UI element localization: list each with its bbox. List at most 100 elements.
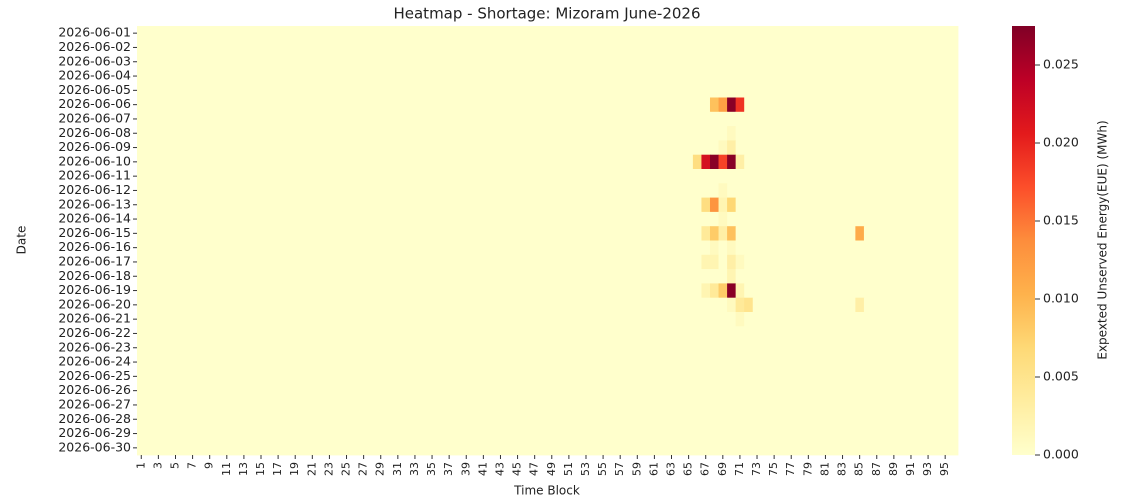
- heatmap-cell: [521, 197, 531, 213]
- heatmap-cell: [444, 83, 454, 98]
- heatmap-cell: [556, 397, 566, 413]
- heatmap-cell: [513, 54, 523, 70]
- heatmap-cell: [573, 240, 583, 256]
- heatmap-cell: [359, 240, 369, 256]
- heatmap-cell: [325, 111, 335, 127]
- heatmap-cell: [761, 83, 771, 98]
- heatmap-cell: [581, 97, 591, 113]
- heatmap-cell: [171, 440, 181, 456]
- heatmap-cell: [427, 412, 437, 427]
- heatmap-cell: [256, 183, 266, 198]
- heatmap-cell: [932, 326, 942, 341]
- heatmap-cell: [932, 240, 942, 256]
- heatmap-cell: [239, 426, 249, 442]
- heatmap-cell: [419, 183, 429, 198]
- heatmap-cell: [846, 340, 856, 356]
- heatmap-cell: [701, 154, 711, 170]
- heatmap-cell: [325, 169, 335, 184]
- heatmap-cell: [333, 54, 343, 70]
- heatmap-cell: [709, 126, 719, 141]
- x-tick-label: 45: [511, 462, 524, 476]
- heatmap-cell: [590, 354, 600, 370]
- y-tick-label: 2026-06-12: [58, 182, 131, 197]
- heatmap-cell: [564, 54, 574, 70]
- heatmap-cell: [231, 240, 241, 256]
- heatmap-cell: [213, 40, 223, 55]
- heatmap-cell: [367, 197, 377, 213]
- heatmap-cell: [692, 54, 702, 70]
- heatmap-cell: [265, 40, 275, 55]
- heatmap-cell: [376, 354, 386, 370]
- heatmap-cell: [718, 312, 728, 327]
- heatmap-cell: [872, 412, 882, 427]
- heatmap-cell: [752, 340, 762, 356]
- heatmap-cell: [846, 83, 856, 98]
- heatmap-cell: [684, 83, 694, 98]
- heatmap-cell: [273, 183, 283, 198]
- heatmap-cell: [778, 26, 788, 41]
- heatmap-cell: [838, 68, 848, 84]
- heatmap-cell: [915, 254, 925, 270]
- heatmap-cell: [547, 197, 557, 213]
- heatmap-cell: [137, 269, 146, 284]
- heatmap-cell: [239, 340, 249, 356]
- heatmap-cell: [402, 40, 412, 55]
- heatmap-cell: [684, 412, 694, 427]
- heatmap-cell: [444, 140, 454, 156]
- heatmap-cell: [367, 169, 377, 184]
- heatmap-cell: [607, 26, 617, 41]
- heatmap-cell: [504, 269, 514, 284]
- heatmap-cell: [769, 169, 779, 184]
- heatmap-cell: [436, 297, 446, 313]
- heatmap-cell: [333, 326, 343, 341]
- heatmap-cell: [410, 126, 420, 141]
- heatmap-cell: [675, 354, 685, 370]
- heatmap-cell: [205, 68, 215, 84]
- heatmap-cell: [171, 226, 181, 241]
- heatmap-cell: [795, 397, 805, 413]
- heatmap-cell: [898, 154, 908, 170]
- heatmap-cell: [624, 169, 634, 184]
- heatmap-cell: [804, 340, 814, 356]
- heatmap-cell: [846, 312, 856, 327]
- heatmap-cell: [812, 211, 822, 227]
- heatmap-cell: [513, 383, 523, 399]
- heatmap-cell: [137, 197, 146, 213]
- heatmap-cell: [624, 426, 634, 442]
- heatmap-cell: [573, 440, 583, 456]
- heatmap-cell: [581, 40, 591, 55]
- heatmap-cell: [641, 83, 651, 98]
- heatmap-cell: [316, 354, 326, 370]
- heatmap-cell: [615, 312, 625, 327]
- heatmap-cell: [299, 412, 309, 427]
- heatmap-cell: [248, 97, 258, 113]
- heatmap-cell: [863, 283, 873, 299]
- heatmap-cell: [564, 183, 574, 198]
- heatmap-cell: [316, 326, 326, 341]
- heatmap-cell: [855, 440, 865, 456]
- heatmap-cell: [145, 154, 155, 170]
- heatmap-cell: [427, 83, 437, 98]
- heatmap-cell: [547, 383, 557, 399]
- heatmap-cell: [863, 68, 873, 84]
- heatmap-cell: [607, 340, 617, 356]
- heatmap-cell: [410, 269, 420, 284]
- heatmap-cell: [855, 126, 865, 141]
- heatmap-cell: [308, 183, 317, 198]
- heatmap-cell: [393, 111, 403, 127]
- heatmap-cell: [248, 211, 258, 227]
- heatmap-cell: [675, 126, 685, 141]
- heatmap-cell: [624, 111, 634, 127]
- heatmap-cell: [615, 226, 625, 241]
- heatmap-cell: [282, 26, 292, 41]
- heatmap-cell: [812, 283, 822, 299]
- heatmap-cell: [385, 326, 394, 341]
- heatmap-cell: [863, 154, 873, 170]
- heatmap-cell: [385, 369, 394, 384]
- heatmap-cell: [342, 440, 352, 456]
- heatmap-cell: [804, 397, 814, 413]
- heatmap-cell: [872, 140, 882, 156]
- heatmap-cell: [470, 26, 480, 41]
- heatmap-cell: [154, 83, 164, 98]
- heatmap-cell: [538, 183, 548, 198]
